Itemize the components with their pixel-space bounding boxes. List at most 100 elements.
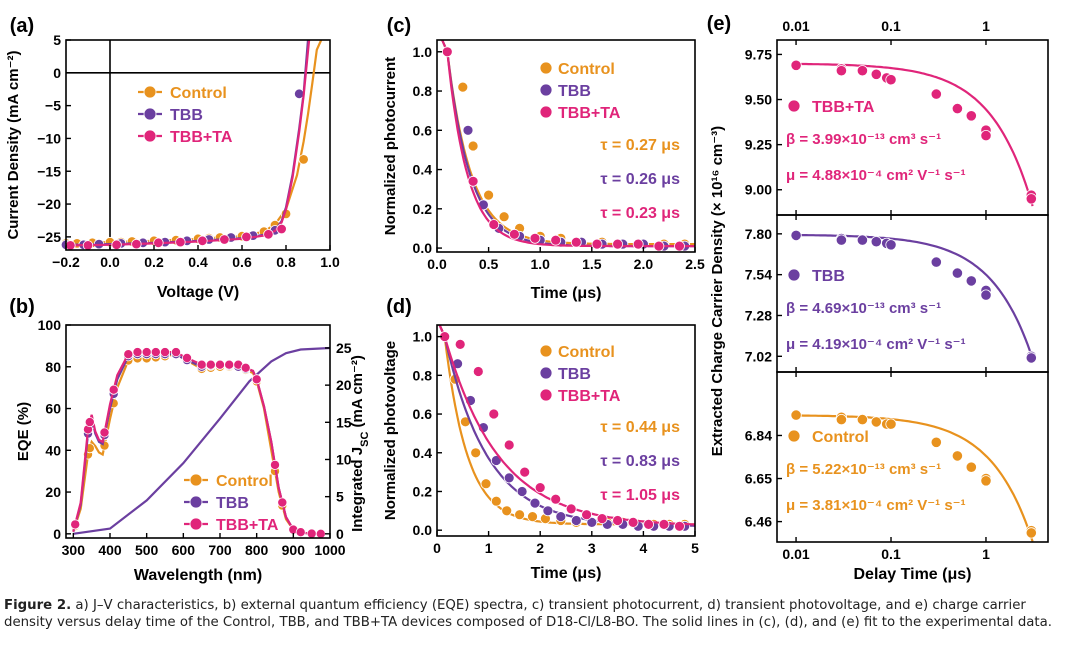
panel-e-fit-control: [791, 414, 1034, 542]
panel-e-mu-label: μ = 4.88×10⁻⁴ cm² V⁻¹ s⁻¹: [786, 167, 966, 184]
panel-e-point-tbb: [870, 236, 882, 248]
panel-d-point-tbb: [542, 505, 554, 517]
panel-d-ytick-label: 1.0: [413, 329, 433, 345]
panel-b-eqe-point-tbbta: [277, 497, 288, 508]
panel-c-ytick-label: 0.2: [413, 201, 433, 217]
panel-c-ytick-label: 0.6: [413, 122, 433, 138]
panel-e-beta-label: β = 4.69×10⁻¹³ cm³ s⁻¹: [786, 300, 941, 317]
panel-e-tbbta-ytick-label: 9.75: [745, 46, 772, 62]
panel-d-point-tbbta: [596, 513, 608, 524]
panel-c-tau-label: τ = 0.23 μs: [600, 205, 680, 222]
panel-b-eqe-point-tbbta: [181, 352, 192, 363]
panel-a-ytick-label: −5: [45, 98, 61, 114]
panel-c-xtick-label: 0.5: [479, 256, 499, 272]
panel-d-point-control: [490, 495, 502, 507]
panel-e-xtick-label: 0.01: [782, 546, 809, 562]
panel-c-point-tbbta: [612, 238, 623, 250]
panel-c-ytick-label: 0.0: [413, 240, 433, 256]
panel-c-point-control: [467, 140, 479, 152]
panel-d-point-tbb: [529, 497, 541, 509]
panel-c-legend-marker: [539, 61, 553, 75]
panel-d-point-tbbta: [503, 439, 515, 451]
panel-e-point-tbb: [856, 234, 869, 246]
panel-b-xtick-label: 700: [208, 542, 232, 558]
panel-e-point-tbb: [980, 289, 992, 301]
panel-d-point-tbb: [555, 511, 567, 522]
panel-c-tau-label: τ = 0.26 μs: [600, 171, 680, 188]
caption-text: a) J–V characteristics, b) external quan…: [4, 598, 1052, 630]
panel-e-fit-tbbta: [791, 62, 1034, 207]
panel-e-control-ytick-label: 6.46: [745, 514, 772, 530]
panel-c-ytick-label: 0.8: [413, 83, 433, 99]
panel-b-eqe-point-tbbta: [99, 427, 110, 438]
panel-e-frame-control: [776, 371, 1049, 543]
panel-d-ytick-label: 0.4: [413, 445, 433, 461]
panel-d-ytick-label: 0.6: [413, 406, 433, 422]
panel-e-point-control: [980, 475, 992, 487]
panel-c-xtick-label: 1.5: [582, 256, 602, 272]
panel-b-eqe-point-tbbta: [150, 347, 161, 358]
panel-b-ylabel-right: Integrated JSC (mA cm⁻²): [349, 355, 371, 532]
panel-e-xtick-top-label: 0.01: [782, 18, 809, 34]
panel-b-eqe-point-tbbta: [205, 359, 216, 370]
panel-c-point-control: [483, 189, 495, 201]
panel-b-ytick-right-label: 25: [336, 340, 352, 356]
panel-e-point-tbbta: [951, 103, 964, 115]
panel-b-ytick-right-label: 0: [336, 526, 344, 542]
panel-e-point-tbbta: [980, 130, 992, 142]
panel-e-point-control: [790, 409, 802, 421]
panel-e-xtick-label: 0.1: [881, 546, 901, 562]
panel-b-eqe-point-tbbta: [295, 527, 306, 538]
panel-d-point-tbbta: [565, 503, 577, 515]
panel-a-label: (a): [10, 15, 34, 37]
panel-e-legend-marker: [787, 268, 801, 282]
panel-e-point-tbb: [885, 239, 897, 251]
panel-c-xtick-label: 1.0: [530, 256, 550, 272]
panel-b-xtick-label: 1000: [314, 542, 345, 558]
panel-c-ytick-label: 1.0: [413, 44, 433, 60]
panel-a-point-tbbta: [276, 223, 287, 235]
panel-b-eqe-point-tbbta: [214, 359, 225, 370]
panel-a-xtick-label: 0.4: [188, 254, 208, 270]
panel-a-point-tbbta: [131, 238, 142, 250]
panel-b-xtick-label: 900: [282, 542, 306, 558]
panel-a-ytick-label: −15: [37, 163, 61, 179]
panel-d-point-tbbta: [519, 466, 531, 478]
panel-d-xtick-label: 3: [588, 540, 596, 556]
panel-b-xlabel: Wavelength (nm): [134, 567, 262, 584]
panel-d-point-control: [527, 511, 538, 522]
panel-e-point-control: [870, 416, 882, 428]
panel-a-ylabel: Current Density (mA cm⁻²): [5, 50, 22, 239]
panel-e-point-tbbta: [1025, 193, 1037, 205]
panel-b-legend-label: TBB: [216, 495, 249, 512]
panel-e-beta-label: β = 5.22×10⁻¹³ cm³ s⁻¹: [786, 461, 941, 478]
panel-c-xtick-label: 2.5: [685, 256, 705, 272]
panel-d-point-tbbta: [454, 338, 466, 350]
panel-e-mu-label: μ = 3.81×10⁻⁴ cm² V⁻¹ s⁻¹: [786, 497, 966, 514]
panel-d-point-tbbta: [488, 408, 500, 420]
panel-c-legend-marker: [539, 105, 553, 119]
panel-e-point-tbbta: [790, 59, 802, 71]
panel-a-ytick-label: −25: [37, 229, 61, 245]
panel-b-eqe-point-tbbta: [240, 362, 251, 373]
panel-a-point-tbbta: [111, 239, 122, 251]
panel-d-ytick-label: 0.8: [413, 367, 433, 383]
panel-d-point-tbbta: [550, 493, 562, 505]
panel-a-legend-label: TBB+TA: [170, 129, 233, 146]
panel-a-xtick-label: −0.2: [52, 254, 80, 270]
panel-a-legend-marker: [143, 129, 157, 143]
panel-e-tbbta-ytick-label: 9.50: [745, 92, 772, 108]
panel-e-frame-tbbta: [776, 39, 1049, 216]
panel-b-eqe-point-tbbta: [269, 459, 280, 470]
panel-a-xtick-label: 0.6: [232, 254, 252, 270]
panel-d-point-tbbta: [472, 366, 484, 377]
panel-b-legend-marker: [189, 517, 203, 531]
panel-a-legend-marker: [143, 85, 157, 99]
panel-e-point-tbbta: [885, 74, 897, 86]
panel-c-point-control: [498, 211, 510, 223]
panel-e-point-tbb: [951, 267, 964, 279]
panel-c-xtick-label: 0.0: [427, 256, 447, 272]
panel-e-point-control: [885, 418, 897, 430]
panel-a-point-tbbta: [197, 235, 208, 247]
panel-b-eqe-point-tbbta: [123, 349, 134, 360]
